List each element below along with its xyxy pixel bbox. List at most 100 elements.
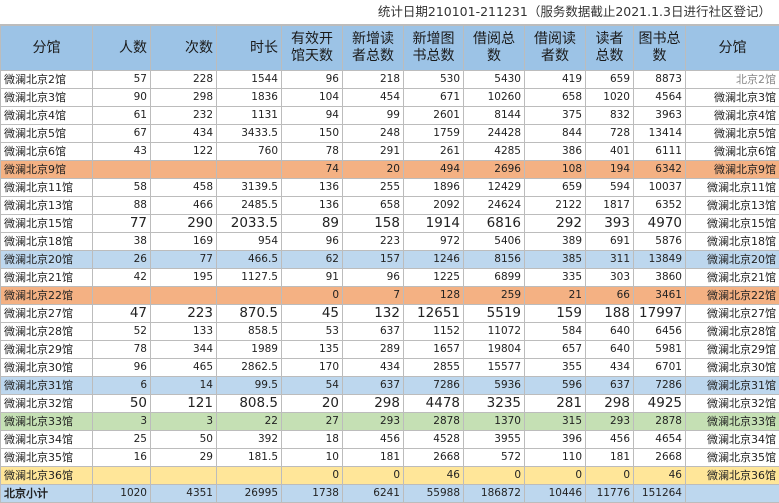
cell-loans-total[interactable]: 0 (464, 467, 525, 485)
cell-open-days[interactable]: 53 (282, 323, 343, 341)
cell-duration[interactable]: 808.5 (217, 395, 282, 413)
cell-branch-name[interactable]: 微澜北京20馆 (1, 251, 93, 269)
cell-open-days[interactable]: 45 (282, 305, 343, 323)
cell-loans-total[interactable]: 3955 (464, 431, 525, 449)
cell-people[interactable]: 57 (93, 71, 151, 89)
cell-loans-total[interactable]: 24428 (464, 125, 525, 143)
cell-visits[interactable]: 77 (151, 251, 217, 269)
cell-new-books[interactable]: 671 (404, 89, 464, 107)
cell-loans-total[interactable]: 186872 (464, 485, 525, 503)
cell-new-readers[interactable]: 454 (343, 89, 404, 107)
cell-new-readers[interactable]: 289 (343, 341, 404, 359)
cell-branch-name[interactable]: 微澜北京22馆 (1, 287, 93, 305)
cell-new-books[interactable]: 2878 (404, 413, 464, 431)
cell-visits[interactable]: 122 (151, 143, 217, 161)
cell-duration[interactable]: 3139.5 (217, 179, 282, 197)
cell-branch-name-right[interactable] (686, 485, 779, 503)
header-readers-total[interactable]: 读者总数 (586, 26, 634, 71)
cell-loan-readers[interactable]: 315 (525, 413, 586, 431)
cell-open-days[interactable]: 94 (282, 107, 343, 125)
cell-branch-name[interactable]: 微澜北京32馆 (1, 395, 93, 413)
cell-new-books[interactable]: 4478 (404, 395, 464, 413)
cell-visits[interactable]: 14 (151, 377, 217, 395)
cell-branch-name-right[interactable]: 微澜北京34馆 (686, 431, 779, 449)
cell-open-days[interactable]: 170 (282, 359, 343, 377)
header-loan-readers[interactable]: 借阅读者数 (525, 26, 586, 71)
cell-visits[interactable] (151, 467, 217, 485)
cell-people[interactable]: 3 (93, 413, 151, 431)
cell-people[interactable]: 1020 (93, 485, 151, 503)
cell-loans-total[interactable]: 19804 (464, 341, 525, 359)
cell-new-books[interactable]: 261 (404, 143, 464, 161)
cell-people[interactable]: 90 (93, 89, 151, 107)
cell-duration[interactable]: 954 (217, 233, 282, 251)
cell-loan-readers[interactable]: 389 (525, 233, 586, 251)
cell-books-total[interactable]: 5981 (634, 341, 686, 359)
cell-new-books[interactable]: 1914 (404, 215, 464, 233)
cell-new-readers[interactable]: 99 (343, 107, 404, 125)
cell-people[interactable]: 16 (93, 449, 151, 467)
cell-open-days[interactable]: 27 (282, 413, 343, 431)
cell-books-total[interactable]: 17997 (634, 305, 686, 323)
cell-new-books[interactable]: 128 (404, 287, 464, 305)
cell-new-readers[interactable]: 0 (343, 467, 404, 485)
cell-new-books[interactable]: 7286 (404, 377, 464, 395)
cell-books-total[interactable]: 46 (634, 467, 686, 485)
cell-loan-readers[interactable]: 355 (525, 359, 586, 377)
header-branch-right[interactable]: 分馆 (686, 26, 779, 71)
cell-branch-name-right[interactable]: 微澜北京35馆 (686, 449, 779, 467)
cell-branch-name-right[interactable]: 微澜北京6馆 (686, 143, 779, 161)
cell-books-total[interactable]: 6342 (634, 161, 686, 179)
cell-duration[interactable]: 1989 (217, 341, 282, 359)
cell-branch-name[interactable]: 微澜北京5馆 (1, 125, 93, 143)
cell-visits[interactable]: 434 (151, 125, 217, 143)
cell-new-books[interactable]: 1152 (404, 323, 464, 341)
cell-books-total[interactable]: 2878 (634, 413, 686, 431)
cell-visits[interactable]: 458 (151, 179, 217, 197)
cell-branch-name[interactable]: 微澜北京35馆 (1, 449, 93, 467)
cell-new-readers[interactable]: 96 (343, 269, 404, 287)
cell-new-readers[interactable]: 181 (343, 449, 404, 467)
cell-branch-name-right[interactable]: 微澜北京22馆 (686, 287, 779, 305)
cell-books-total[interactable]: 4564 (634, 89, 686, 107)
cell-branch-name[interactable]: 微澜北京36馆 (1, 467, 93, 485)
cell-loans-total[interactable]: 3235 (464, 395, 525, 413)
cell-duration[interactable]: 760 (217, 143, 282, 161)
header-books-total[interactable]: 图书总数 (634, 26, 686, 71)
cell-open-days[interactable]: 1738 (282, 485, 343, 503)
cell-duration[interactable] (217, 467, 282, 485)
cell-loan-readers[interactable]: 659 (525, 179, 586, 197)
cell-open-days[interactable]: 74 (282, 161, 343, 179)
cell-loan-readers[interactable]: 21 (525, 287, 586, 305)
cell-loans-total[interactable]: 4285 (464, 143, 525, 161)
cell-open-days[interactable]: 10 (282, 449, 343, 467)
cell-branch-name-right[interactable]: 微澜北京13馆 (686, 197, 779, 215)
cell-books-total[interactable]: 4970 (634, 215, 686, 233)
cell-new-readers[interactable]: 218 (343, 71, 404, 89)
cell-visits[interactable]: 29 (151, 449, 217, 467)
cell-loan-readers[interactable]: 292 (525, 215, 586, 233)
cell-readers-total[interactable]: 11776 (586, 485, 634, 503)
cell-books-total[interactable]: 10037 (634, 179, 686, 197)
cell-loans-total[interactable]: 6816 (464, 215, 525, 233)
cell-loan-readers[interactable]: 596 (525, 377, 586, 395)
header-people[interactable]: 人数 (93, 26, 151, 71)
header-open-days[interactable]: 有效开馆天数 (282, 26, 343, 71)
cell-visits[interactable]: 169 (151, 233, 217, 251)
cell-new-readers[interactable]: 158 (343, 215, 404, 233)
cell-books-total[interactable]: 5876 (634, 233, 686, 251)
cell-books-total[interactable]: 3860 (634, 269, 686, 287)
cell-books-total[interactable]: 13849 (634, 251, 686, 269)
cell-people[interactable]: 47 (93, 305, 151, 323)
cell-people[interactable]: 58 (93, 179, 151, 197)
cell-people[interactable] (93, 467, 151, 485)
cell-new-readers[interactable]: 255 (343, 179, 404, 197)
cell-open-days[interactable]: 0 (282, 467, 343, 485)
cell-books-total[interactable]: 3963 (634, 107, 686, 125)
cell-people[interactable]: 25 (93, 431, 151, 449)
header-branch[interactable]: 分馆 (1, 26, 93, 71)
cell-branch-name[interactable]: 微澜北京31馆 (1, 377, 93, 395)
cell-loans-total[interactable]: 8144 (464, 107, 525, 125)
cell-duration[interactable] (217, 161, 282, 179)
cell-branch-name[interactable]: 微澜北京18馆 (1, 233, 93, 251)
